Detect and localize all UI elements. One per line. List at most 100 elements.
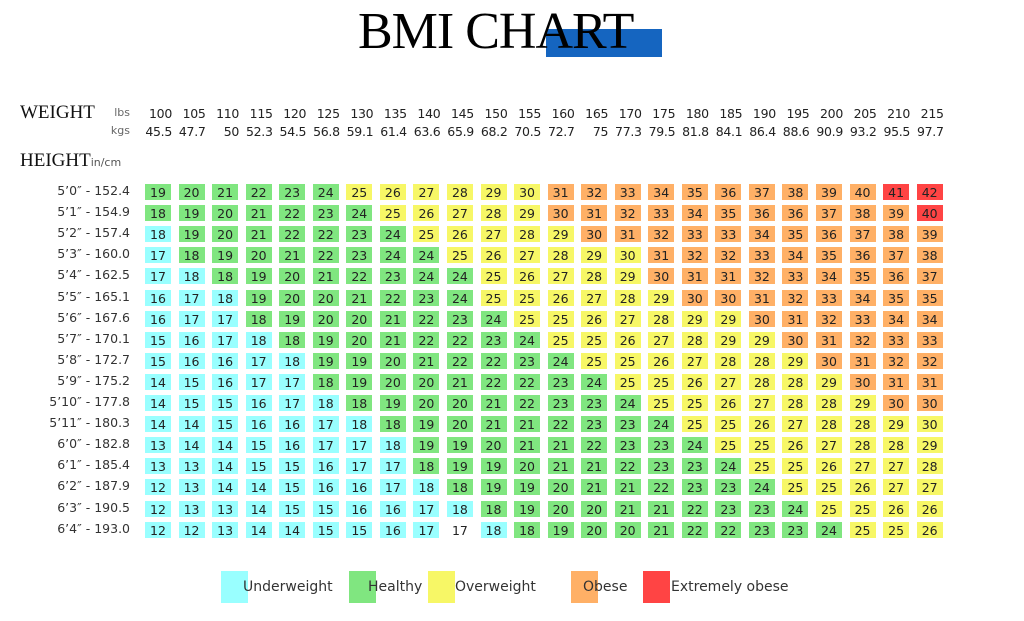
bmi-cell: 26	[782, 437, 809, 454]
bmi-cell: 32	[849, 331, 876, 348]
bmi-cell: 33	[614, 184, 641, 200]
legend-label-obese: Obese	[583, 579, 628, 595]
weight-lbs-value: 100	[149, 106, 172, 121]
bmi-cell: 30	[514, 184, 541, 200]
bmi-cell: 20	[614, 521, 641, 538]
weight-lbs-value: 205	[853, 106, 877, 121]
bmi-cell: 30	[849, 373, 876, 390]
bmi-cell: 29	[715, 310, 742, 327]
bmi-cell: 25	[514, 310, 541, 327]
lbs-unit-label: lbs	[114, 106, 130, 119]
weight-lbs-value: 110	[216, 106, 240, 121]
bmi-cell: 23	[379, 268, 406, 285]
bmi-cell: 33	[849, 310, 876, 327]
bmi-cell: 20	[581, 500, 608, 517]
bmi-cell: 23	[279, 184, 306, 200]
bmi-cell: 22	[480, 373, 507, 390]
bmi-cell: 17	[446, 521, 473, 538]
bmi-cell: 15	[312, 521, 339, 538]
bmi-cell: 31	[614, 226, 641, 243]
bmi-cell: 27	[816, 437, 842, 454]
bmi-cell: 19	[312, 352, 339, 369]
legend-swatch-healthy	[349, 571, 376, 603]
bmi-cell: 27	[849, 458, 876, 475]
bmi-cell: 18	[346, 395, 373, 411]
bmi-cell: 19	[178, 205, 205, 222]
bmi-cell: 24	[346, 205, 373, 222]
bmi-cell: 27	[883, 458, 910, 475]
bmi-cell: 15	[178, 373, 205, 390]
bmi-cell: 18	[413, 458, 440, 475]
bmi-cell: 34	[681, 205, 708, 222]
bmi-cell: 24	[816, 521, 842, 538]
bmi-cell: 36	[748, 205, 775, 222]
bmi-cell: 26	[581, 310, 608, 327]
bmi-cell: 15	[212, 416, 239, 433]
bmi-cell: 22	[279, 226, 306, 243]
bmi-cell: 20	[212, 205, 239, 222]
bmi-cell: 30	[547, 205, 574, 222]
bmi-cell: 24	[379, 247, 406, 264]
bmi-cell: 28	[816, 416, 842, 433]
bmi-cell: 29	[748, 331, 775, 348]
bmi-cell: 34	[916, 310, 943, 327]
bmi-cell: 26	[379, 184, 406, 200]
bmi-cell: 25	[681, 395, 708, 411]
bmi-cell: 27	[916, 479, 943, 496]
bmi-cell: 16	[145, 289, 171, 306]
bmi-cell: 20	[279, 268, 306, 285]
bmi-cell: 21	[547, 458, 574, 475]
height-row-label: 6’3″ - 190.5	[57, 499, 130, 515]
weight-kgs-value: 59.1	[346, 124, 374, 139]
bmi-cell: 30	[883, 395, 910, 411]
bmi-cell: 21	[346, 289, 373, 306]
bmi-cell: 19	[245, 268, 272, 285]
bmi-cell: 30	[614, 247, 641, 264]
bmi-cell: 38	[916, 247, 943, 264]
weight-lbs-value: 180	[685, 106, 709, 121]
bmi-cell: 20	[379, 373, 406, 390]
bmi-cell: 28	[547, 247, 574, 264]
bmi-cell: 27	[547, 268, 574, 285]
bmi-cell: 26	[547, 289, 574, 306]
bmi-cell: 23	[681, 458, 708, 475]
bmi-cell: 38	[849, 205, 876, 222]
bmi-cell: 14	[145, 416, 171, 433]
bmi-cell: 28	[581, 268, 608, 285]
bmi-cell: 16	[379, 521, 406, 538]
bmi-cell: 30	[581, 226, 608, 243]
bmi-cell: 28	[681, 331, 708, 348]
bmi-cell: 20	[413, 395, 440, 411]
bmi-cell: 21	[480, 416, 507, 433]
weight-lbs-value: 150	[484, 106, 508, 121]
bmi-cell: 22	[715, 521, 742, 538]
height-axis-title: HEIGHTin/cm	[20, 150, 121, 172]
bmi-cell: 20	[212, 226, 239, 243]
bmi-cell: 23	[715, 479, 742, 496]
bmi-cell: 32	[916, 352, 943, 369]
bmi-cell: 25	[547, 331, 574, 348]
bmi-cell: 33	[748, 247, 775, 264]
bmi-cell: 24	[547, 352, 574, 369]
bmi-cell: 26	[748, 416, 775, 433]
weight-kgs-value: 45.5	[145, 124, 172, 139]
bmi-cell: 21	[648, 521, 675, 538]
bmi-cell: 28	[446, 184, 473, 200]
height-row-label: 6’4″ - 193.0	[57, 520, 130, 536]
bmi-cell: 23	[547, 395, 574, 411]
bmi-cell: 24	[446, 289, 473, 306]
bmi-cell: 23	[514, 352, 541, 369]
bmi-cell: 16	[279, 437, 306, 454]
bmi-cell: 32	[883, 352, 910, 369]
bmi-cell: 14	[178, 437, 205, 454]
bmi-cell: 25	[648, 373, 675, 390]
bmi-cell: 23	[715, 500, 742, 517]
bmi-cell: 25	[782, 458, 809, 475]
bmi-cell: 20	[312, 289, 339, 306]
bmi-cell: 15	[312, 500, 339, 517]
bmi-cell: 17	[279, 395, 306, 411]
bmi-cell: 20	[312, 310, 339, 327]
bmi-cell: 35	[883, 289, 910, 306]
bmi-cell: 22	[681, 500, 708, 517]
bmi-cell: 20	[346, 331, 373, 348]
